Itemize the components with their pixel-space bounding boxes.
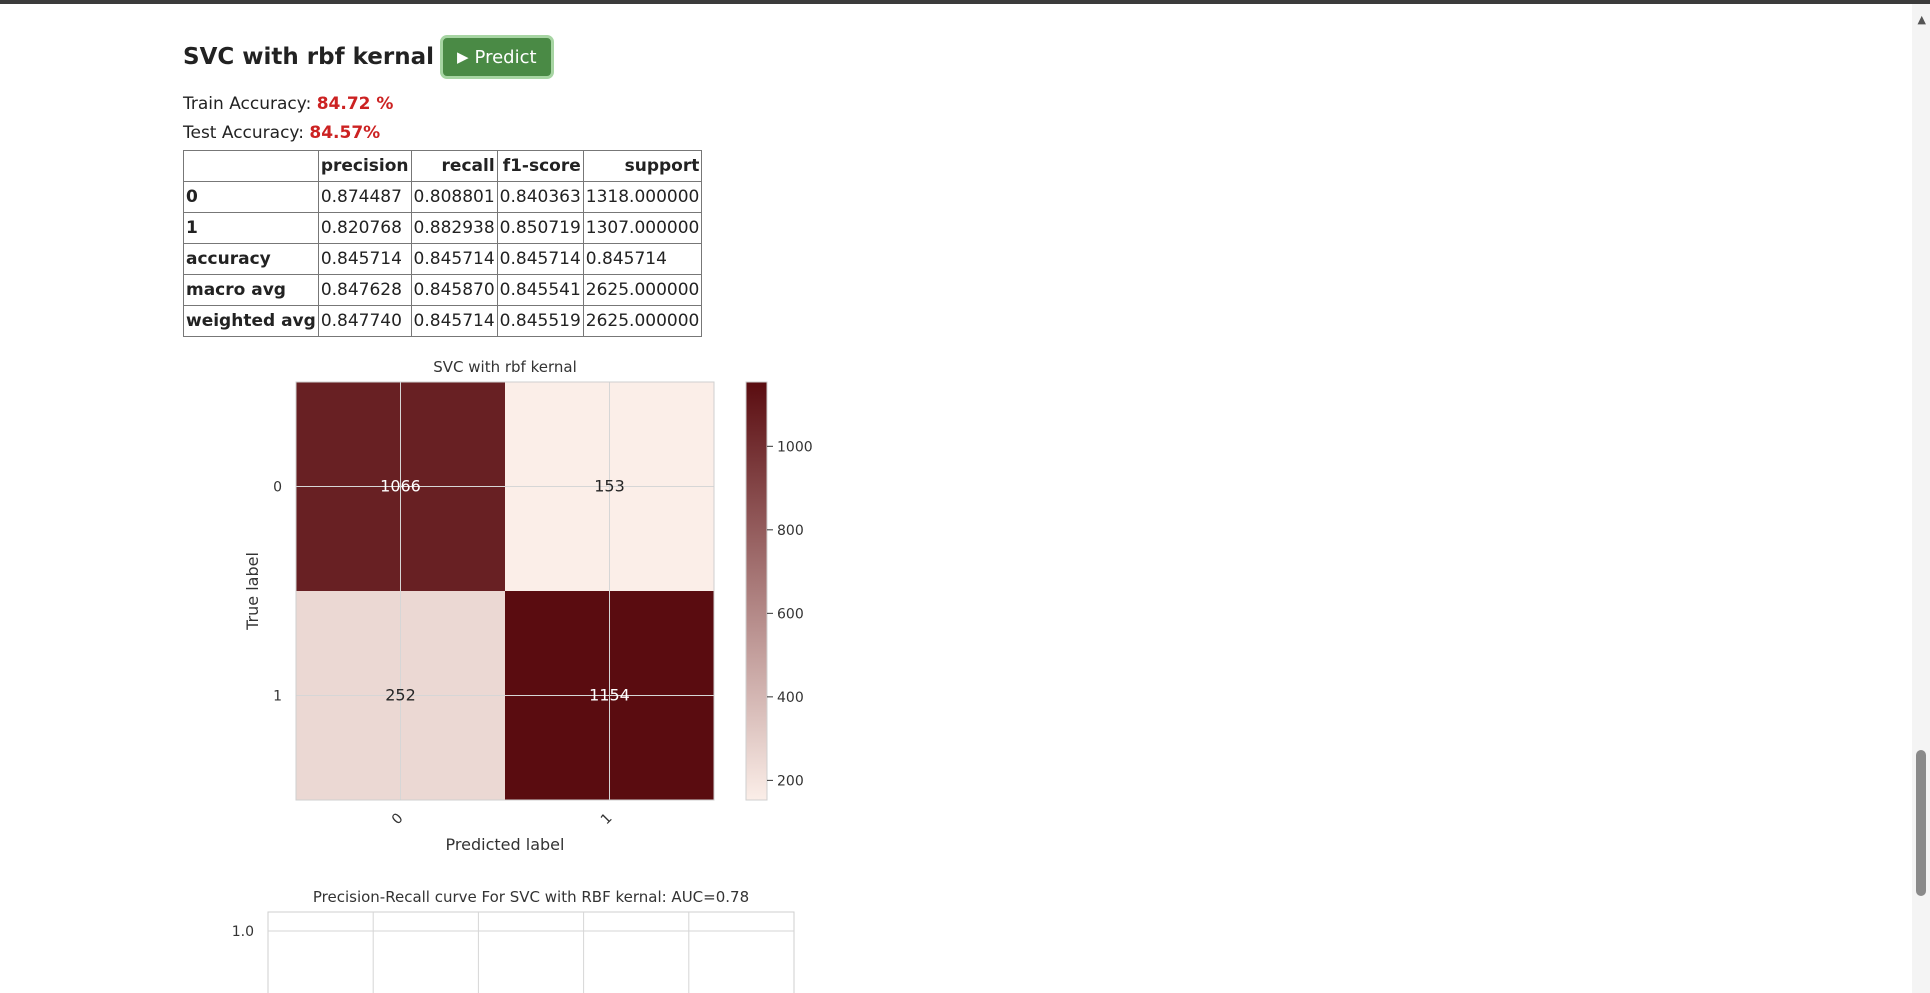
table-header-cell: f1-score <box>496 150 584 182</box>
predict-button[interactable]: ▶ Predict <box>439 35 554 79</box>
table-row: 1 0.820768 0.882938 0.850719 1307.000000 <box>183 212 703 244</box>
table-cell: 0.808801 <box>410 181 498 213</box>
colorbar <box>745 381 768 801</box>
test-accuracy-label: Test Accuracy: <box>183 123 304 143</box>
play-icon: ▶ <box>456 48 469 66</box>
section-header: SVC with rbf kernal ▶ Predict <box>183 34 702 80</box>
table-cell: 0.840363 <box>496 181 584 213</box>
table-header-cell: support <box>582 150 703 182</box>
vertical-scrollbar[interactable]: ▲ <box>1912 4 1930 993</box>
colorbar-tick-label: 600 <box>777 606 804 622</box>
colorbar-tick-label: 1000 <box>777 439 813 455</box>
table-cell: 0.882938 <box>410 212 498 244</box>
plot-frame <box>267 911 795 993</box>
window-top-border <box>0 0 1930 4</box>
data-label: 153 <box>594 477 625 496</box>
table-cell: 0.820768 <box>317 212 412 244</box>
table-header-cell: precision <box>317 150 412 182</box>
table-header-cell: recall <box>410 150 498 182</box>
y-tick-label: 0 <box>273 480 282 496</box>
table-cell: 0.845714 <box>410 305 498 337</box>
row-label: accuracy <box>183 243 319 275</box>
table-cell: 0.845519 <box>496 305 584 337</box>
row-label: weighted avg <box>183 305 319 337</box>
table-header-row: precision recall f1-score support <box>183 150 703 182</box>
data-label: 252 <box>385 686 416 705</box>
predict-button-label: Predict <box>474 46 537 68</box>
y-tick-label: 1 <box>273 689 282 705</box>
table-cell: 0.847628 <box>317 274 412 306</box>
table-cell: 2625.000000 <box>582 305 703 337</box>
test-accuracy-value: 84.57% <box>309 123 381 143</box>
table-row: macro avg 0.847628 0.845870 0.845541 262… <box>183 274 703 306</box>
table-cell: 2625.000000 <box>582 274 703 306</box>
confusion-matrix-chart: SVC with rbf kernal 1066 153 252 1154 0 1 0 1 Pre… <box>243 358 813 854</box>
table-row: weighted avg 0.847740 0.845714 0.845519 … <box>183 305 703 337</box>
train-accuracy-value: 84.72 % <box>316 94 394 114</box>
table-cell: 0.845714 <box>317 243 412 275</box>
chart-title: SVC with rbf kernal <box>433 358 577 376</box>
colorbar-tick-label: 800 <box>777 523 804 539</box>
table-header-cell <box>183 150 319 182</box>
colorbar-tick-label: 200 <box>777 773 804 789</box>
data-label: 1154 <box>589 686 630 705</box>
classification-report-table: precision recall f1-score support 0 0.87… <box>183 150 703 337</box>
data-label: 1066 <box>380 477 421 496</box>
scrollbar-thumb[interactable] <box>1916 750 1926 896</box>
table-cell: 0.874487 <box>317 181 412 213</box>
colorbar-tick-label: 400 <box>777 690 804 706</box>
x-axis-label: Predicted label <box>446 835 565 854</box>
table-cell: 1307.000000 <box>582 212 703 244</box>
chart-title: Precision-Recall curve For SVC with RBF … <box>313 888 749 906</box>
y-axis-label: True label <box>243 552 262 631</box>
y-tick-label: 1.0 <box>232 924 254 940</box>
train-accuracy-label: Train Accuracy: <box>183 94 312 114</box>
table-cell: 0.847740 <box>317 305 412 337</box>
row-label: 1 <box>183 212 319 244</box>
train-accuracy: Train Accuracy: 84.72 % <box>183 90 702 119</box>
precision-recall-chart: Precision-Recall curve For SVC with RBF … <box>232 888 795 993</box>
table-row: accuracy 0.845714 0.845714 0.845714 0.84… <box>183 243 703 275</box>
plot-frame <box>295 381 715 801</box>
model-section: SVC with rbf kernal ▶ Predict Train Accu… <box>183 34 703 337</box>
table-cell: 1318.000000 <box>582 181 703 213</box>
table-cell: 0.845714 <box>410 243 498 275</box>
table-cell: 0.845541 <box>496 274 584 306</box>
section-title: SVC with rbf kernal <box>183 44 434 70</box>
table-cell: 0.850719 <box>496 212 584 244</box>
test-accuracy: Test Accuracy: 84.57% <box>183 119 702 148</box>
row-label: macro avg <box>183 274 319 306</box>
table-cell: 0.845714 <box>496 243 584 275</box>
x-tick-label: 1 <box>598 810 616 828</box>
scroll-up-arrow-icon[interactable]: ▲ <box>1917 13 1926 26</box>
row-label: 0 <box>183 181 319 213</box>
table-cell: 0.845870 <box>410 274 498 306</box>
table-cell: 0.845714 <box>582 243 703 275</box>
table-row: 0 0.874487 0.808801 0.840363 1318.000000 <box>183 181 703 213</box>
x-tick-label: 0 <box>389 810 407 828</box>
